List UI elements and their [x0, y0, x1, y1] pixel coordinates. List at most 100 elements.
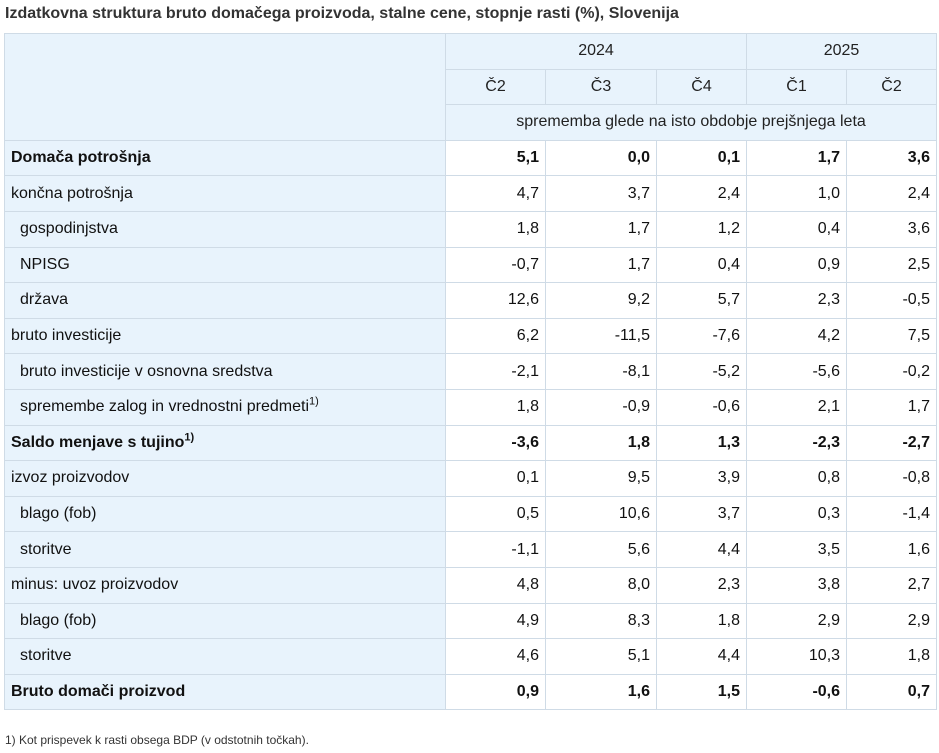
row-label: bruto investicije: [4, 317, 446, 355]
row-label-text: končna potrošnja: [11, 184, 133, 202]
footnote: 1) Kot prispevek k rasti obsega BDP (v o…: [5, 733, 309, 747]
row-label-text: Saldo menjave s tujino: [11, 433, 185, 451]
value-cell: -1,1: [445, 531, 546, 568]
table-row: blago (fob) 0,5 10,6 3,7 0,3 -1,4: [4, 495, 938, 533]
quarter-header: Č3: [545, 68, 657, 106]
value-cell: 2,3: [655, 566, 748, 604]
value-cell: 1,8: [655, 602, 748, 640]
row-label: blago (fob): [4, 602, 446, 640]
value-cell: -2,3: [746, 424, 848, 462]
value-cell: 5,7: [655, 282, 748, 319]
value-cell: -5,6: [746, 353, 848, 390]
year-header-2025: 2025: [746, 33, 938, 70]
row-label-text: bruto investicije: [11, 327, 122, 345]
value-cell: 0,4: [746, 210, 848, 248]
value-cell: 4,2: [746, 317, 848, 355]
value-cell: -0,7: [445, 246, 546, 284]
value-cell: 0,9: [445, 673, 546, 711]
value-cell: -0,2: [846, 353, 938, 390]
value-cell: 5,6: [545, 531, 657, 568]
year-header-2024: 2024: [444, 33, 748, 70]
table-row: Bruto domači proizvod 0,9 1,6 1,5 -0,6 0,7: [4, 673, 938, 711]
value-cell: 4,6: [445, 638, 546, 675]
row-label: izvoz proizvodov: [4, 460, 446, 497]
value-cell: 2,9: [846, 602, 938, 640]
value-cell: 0,3: [746, 495, 848, 533]
value-cell: 3,8: [746, 566, 848, 604]
table-title: Izdatkovna struktura bruto domačega proi…: [5, 5, 679, 22]
row-label: storitve: [4, 638, 446, 675]
table-row: izvoz proizvodov 0,1 9,5 3,9 0,8 -0,8: [4, 460, 938, 497]
table-row: država 12,6 9,2 5,7 2,3 -0,5: [4, 282, 938, 319]
value-cell: 8,3: [545, 602, 657, 640]
table-row: minus: uvoz proizvodov 4,8 8,0 2,3 3,8 2,7: [4, 566, 938, 604]
value-cell: 8,0: [545, 566, 657, 604]
value-cell: -5,2: [655, 353, 748, 390]
row-label: gospodinjstva: [4, 210, 446, 248]
value-cell: 0,4: [655, 246, 748, 284]
row-label: Bruto domači proizvod: [4, 673, 446, 711]
measure-header: sprememba glede na isto obdobje prejšnje…: [444, 104, 938, 141]
value-cell: 2,5: [846, 246, 938, 284]
quarter-header: Č2: [846, 68, 938, 106]
gdp-expenditure-table: 2024 2025 Č2 Č3 Č4 Č1 Č2 sprememba glede…: [4, 33, 938, 711]
value-cell: 1,5: [655, 673, 748, 711]
row-label-text: Domača potrošnja: [11, 149, 151, 167]
value-cell: 1,7: [746, 139, 848, 177]
value-cell: 3,6: [846, 139, 938, 177]
table-row: bruto investicije 6,2 -11,5 -7,6 4,2 7,5: [4, 317, 938, 355]
row-label: končna potrošnja: [4, 175, 446, 212]
value-cell: 1,7: [846, 388, 938, 426]
value-cell: 2,9: [746, 602, 848, 640]
value-cell: -1,4: [846, 495, 938, 533]
value-cell: 0,8: [746, 460, 848, 497]
footnote-marker: 1): [309, 395, 319, 408]
row-label: NPISG: [4, 246, 446, 284]
value-cell: 0,9: [746, 246, 848, 284]
value-cell: 5,1: [545, 638, 657, 675]
value-cell: 2,7: [846, 566, 938, 604]
value-cell: 2,3: [746, 282, 848, 319]
row-label-text: minus: uvoz proizvodov: [11, 576, 179, 594]
value-cell: 1,7: [545, 246, 657, 284]
table-row: blago (fob) 4,9 8,3 1,8 2,9 2,9: [4, 602, 938, 640]
value-cell: 9,2: [545, 282, 657, 319]
value-cell: 1,7: [545, 210, 657, 248]
row-label-text: država: [20, 291, 69, 309]
value-cell: 3,7: [655, 495, 748, 533]
value-cell: 3,6: [846, 210, 938, 248]
row-label-text: Bruto domači proizvod: [11, 682, 186, 700]
value-cell: 0,1: [655, 139, 748, 177]
value-cell: -2,7: [846, 424, 938, 462]
table-row: NPISG -0,7 1,7 0,4 0,9 2,5: [4, 246, 938, 284]
value-cell: 1,2: [655, 210, 748, 248]
value-cell: 5,1: [445, 139, 546, 177]
value-cell: 2,1: [746, 388, 848, 426]
row-label-text: NPISG: [20, 255, 70, 273]
value-cell: -3,6: [445, 424, 546, 462]
row-label: Saldo menjave s tujino1): [4, 424, 446, 462]
value-cell: 3,5: [746, 531, 848, 568]
value-cell: 3,7: [545, 175, 657, 212]
value-cell: -0,6: [655, 388, 748, 426]
table-row: končna potrošnja 4,7 3,7 2,4 1,0 2,4: [4, 175, 938, 212]
value-cell: 4,9: [445, 602, 546, 640]
value-cell: 1,8: [846, 638, 938, 675]
row-label: bruto investicije v osnovna sredstva: [4, 353, 446, 390]
row-label-text: bruto investicije v osnovna sredstva: [20, 362, 273, 380]
value-cell: -0,5: [846, 282, 938, 319]
footnote-marker: 1): [184, 431, 195, 444]
row-label: storitve: [4, 531, 446, 568]
value-cell: 1,6: [846, 531, 938, 568]
row-label-text: gospodinjstva: [20, 220, 118, 238]
value-cell: -8,1: [545, 353, 657, 390]
row-label: država: [4, 282, 446, 319]
value-cell: 7,5: [846, 317, 938, 355]
value-cell: 2,4: [846, 175, 938, 212]
row-label-text: storitve: [20, 647, 72, 665]
value-cell: 9,5: [545, 460, 657, 497]
value-cell: 1,8: [445, 388, 546, 426]
table-row: Saldo menjave s tujino1) -3,6 1,8 1,3 -2,3 -2…: [4, 424, 938, 462]
value-cell: 4,8: [445, 566, 546, 604]
value-cell: 4,4: [655, 638, 748, 675]
